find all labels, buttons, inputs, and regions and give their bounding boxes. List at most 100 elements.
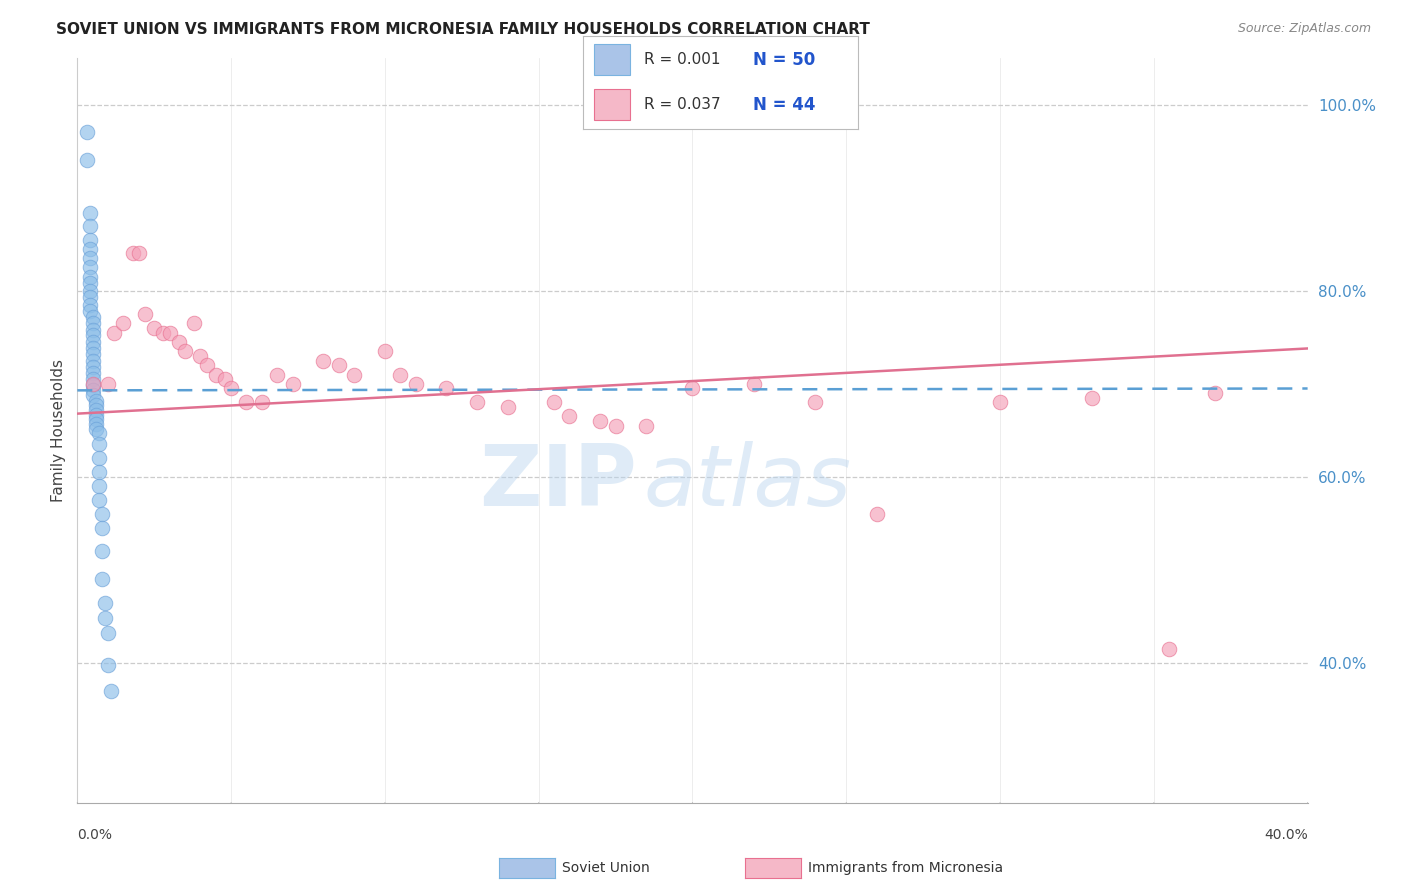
Point [465,395,488,409]
Point [496,400,519,414]
Point [82,347,104,361]
Point [742,376,765,391]
Point [82,342,104,356]
Point [82,316,104,330]
Point [76,126,98,140]
Point [97,626,120,640]
Point [82,376,104,391]
Point [195,358,218,372]
Point [1159,642,1181,657]
Point [636,418,658,433]
Point [134,307,156,321]
Text: SOVIET UNION VS IMMIGRANTS FROM MICRONESIA FAMILY HOUSEHOLDS CORRELATION CHART: SOVIET UNION VS IMMIGRANTS FROM MICRONES… [56,22,870,37]
Point [84,398,107,412]
Point [328,358,350,372]
Point [79,242,101,256]
Point [79,298,101,312]
Point [143,321,166,335]
Point [82,384,104,398]
Point [84,408,107,422]
Text: R = 0.037: R = 0.037 [644,97,720,112]
Point [84,421,107,435]
Point [79,206,101,220]
Point [214,372,236,386]
Point [266,368,288,382]
Point [82,334,104,349]
Point [219,382,242,396]
Text: 0.0%: 0.0% [77,828,112,842]
Point [82,353,104,368]
Text: N = 50: N = 50 [754,51,815,69]
Point [87,465,110,479]
Point [79,260,101,275]
Text: atlas: atlas [644,441,851,524]
Text: 40.0%: 40.0% [1264,828,1308,842]
Point [79,251,101,265]
Point [281,376,304,391]
Point [79,277,101,291]
Bar [595,44,630,75]
Point [100,684,122,698]
Point [121,246,143,260]
Point [82,323,104,337]
Text: ZIP: ZIP [479,441,637,524]
Point [988,395,1011,409]
Point [312,353,335,368]
Point [188,349,212,363]
Text: R = 0.001: R = 0.001 [644,52,720,67]
Point [543,395,565,409]
Point [343,368,366,382]
Point [79,269,101,284]
Point [1081,391,1104,405]
Point [79,290,101,304]
Point [79,219,101,233]
Point [174,344,197,359]
Point [374,344,396,359]
Point [235,395,257,409]
Point [128,246,150,260]
Point [866,507,889,521]
Point [76,153,98,168]
Bar [595,89,630,120]
Point [389,368,412,382]
Point [84,403,107,417]
Point [152,326,174,340]
Point [405,376,427,391]
Point [90,544,114,558]
Point [90,507,114,521]
Point [94,596,117,610]
Text: Source: ZipAtlas.com: Source: ZipAtlas.com [1237,22,1371,36]
Point [82,377,104,392]
Text: Immigrants from Micronesia: Immigrants from Micronesia [808,861,1004,875]
Point [159,326,181,340]
Point [97,658,120,673]
Point [436,382,458,396]
Point [82,388,104,402]
Point [84,393,107,408]
Point [94,611,117,625]
Point [90,521,114,535]
Point [82,360,104,375]
Point [84,417,107,431]
Point [87,437,110,451]
Point [204,368,226,382]
Point [82,366,104,380]
Point [167,334,190,349]
Point [82,328,104,343]
Point [79,304,101,318]
Point [84,412,107,426]
Point [250,395,273,409]
Point [90,573,114,587]
Text: Soviet Union: Soviet Union [562,861,650,875]
Point [589,414,612,428]
Point [804,395,827,409]
Point [87,479,110,493]
Point [605,418,627,433]
Point [682,382,704,396]
Point [87,426,110,441]
Point [1204,386,1226,401]
Point [79,233,101,247]
Point [183,316,205,330]
Point [558,409,581,424]
Point [87,451,110,466]
